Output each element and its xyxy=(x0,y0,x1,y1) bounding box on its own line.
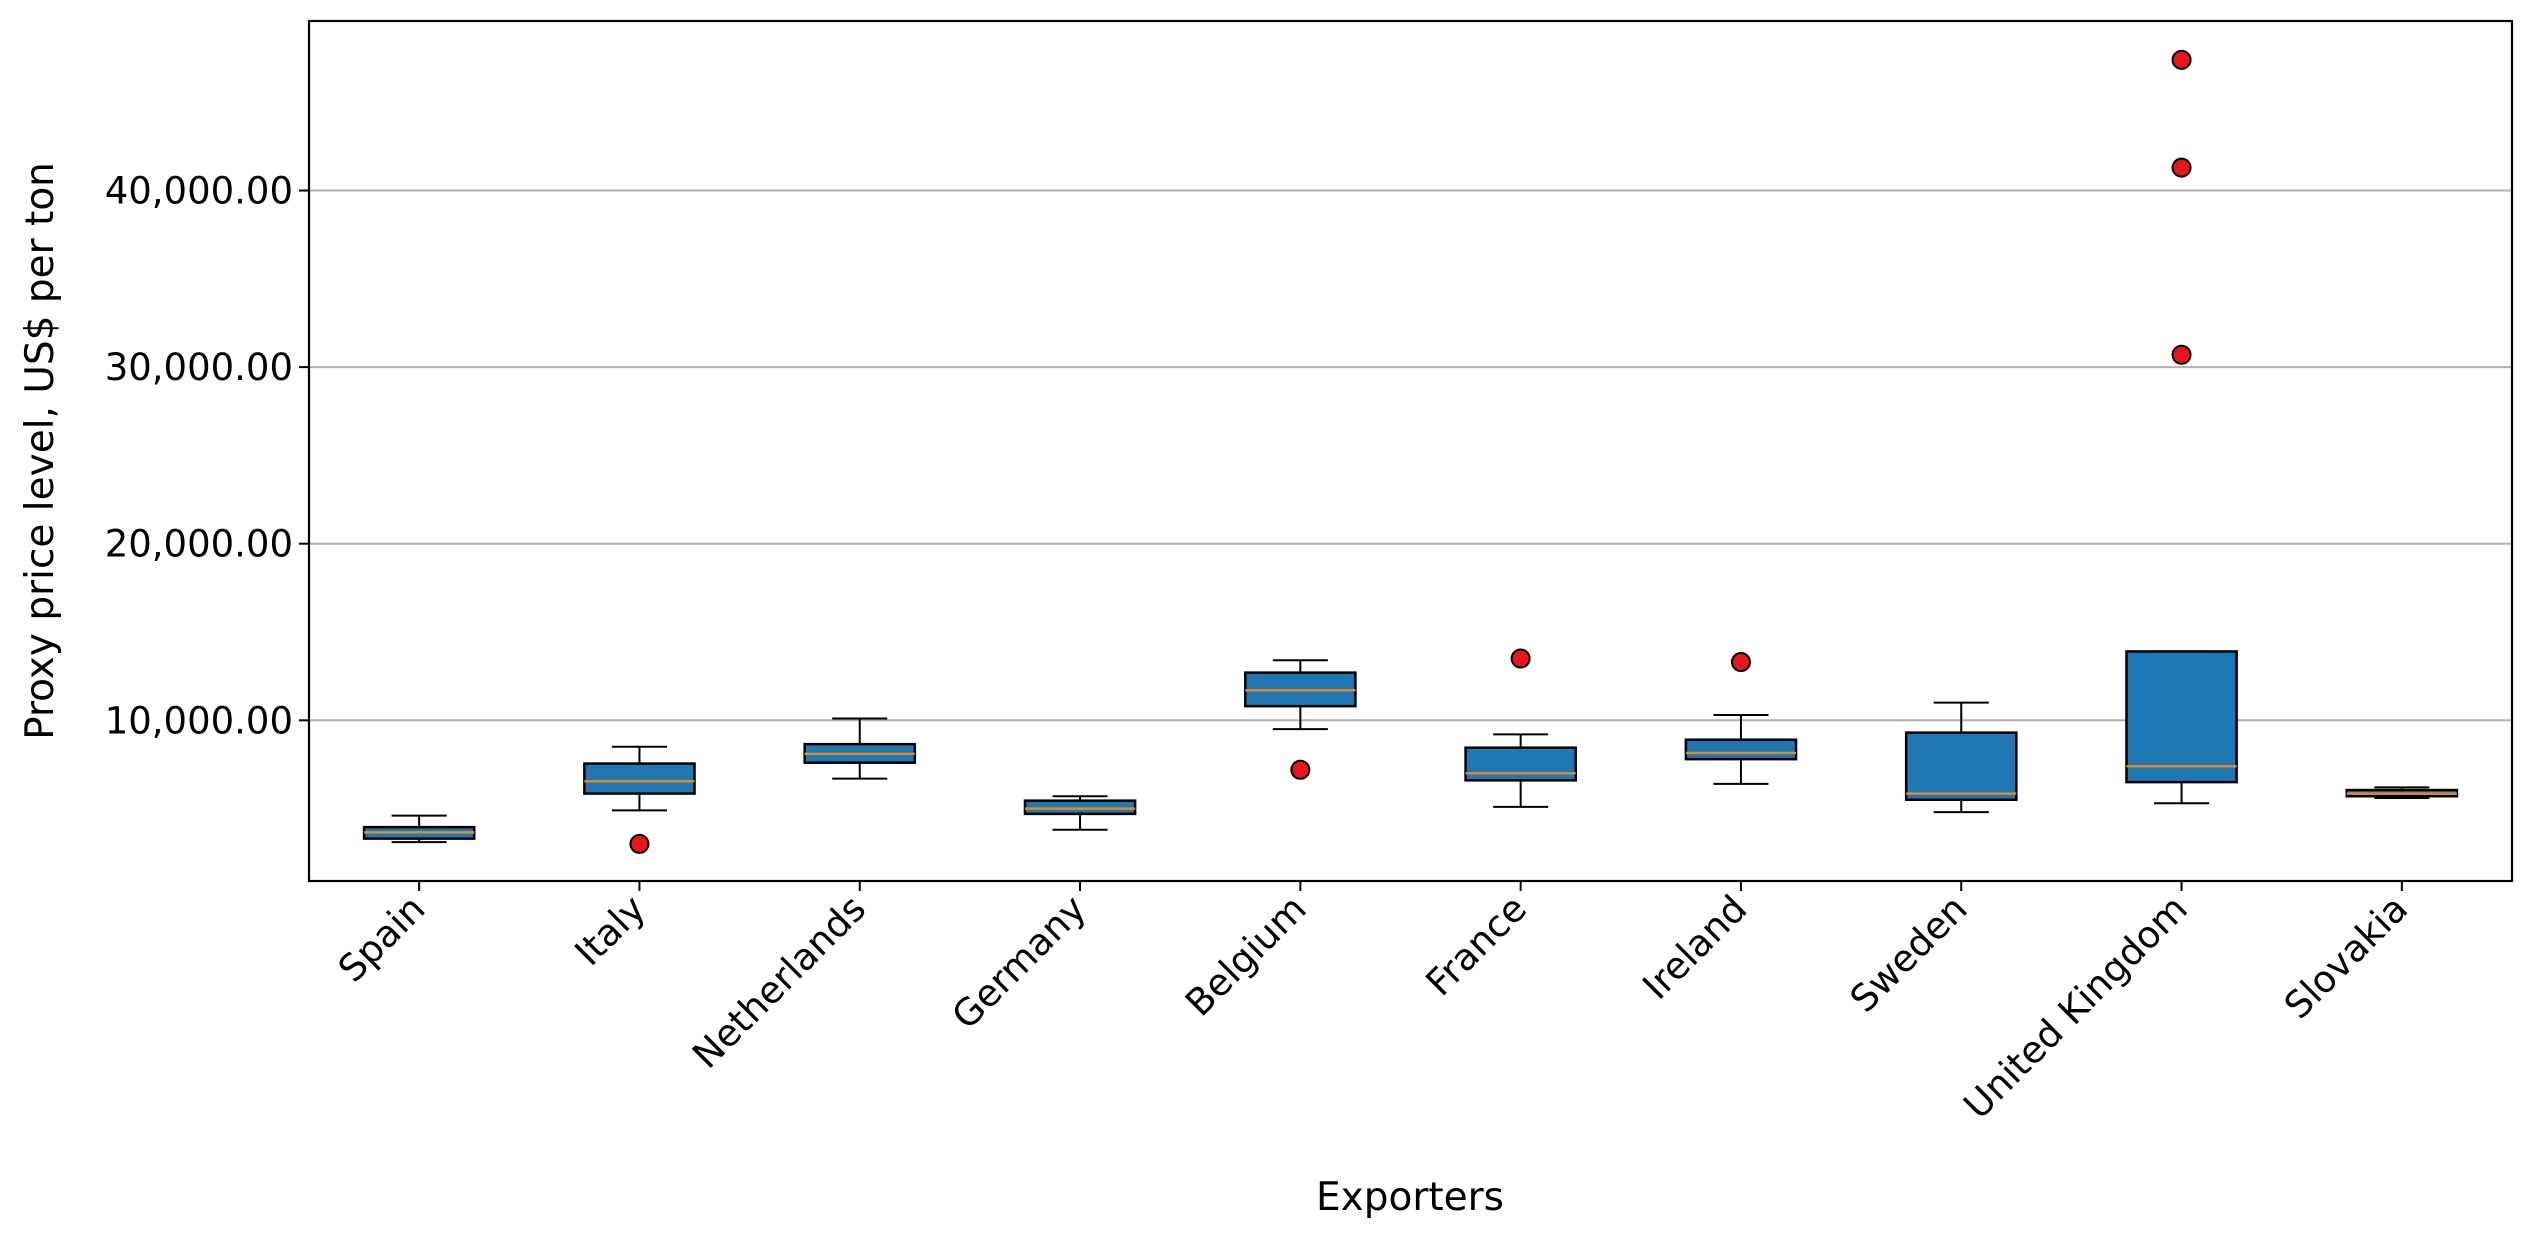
box-layer xyxy=(362,49,2459,854)
iqr-box xyxy=(1464,746,1577,782)
outlier-point xyxy=(1730,652,1751,673)
box-group-netherlands xyxy=(803,717,917,780)
x-tick-label: Italy xyxy=(567,887,654,974)
box-group-germany xyxy=(1023,795,1137,831)
grid-layer xyxy=(309,189,2512,722)
outlier-point xyxy=(2171,157,2192,178)
y-tick-label: 10,000.00 xyxy=(105,699,293,742)
box-group-italy xyxy=(583,745,696,854)
plot-frame xyxy=(307,19,2514,883)
box-group-sweden xyxy=(1904,701,2018,814)
iqr-box xyxy=(2125,650,2238,784)
box-group-ireland xyxy=(1684,652,1798,785)
x-axis-title: Exporters xyxy=(1316,1175,1504,1220)
box-group-belgium xyxy=(1244,659,1357,780)
y-tick-label: 40,000.00 xyxy=(105,170,293,213)
box-group-united-kingdom xyxy=(2125,49,2238,805)
outlier-point xyxy=(2171,49,2192,70)
axis-layer: 10,000.00 20,000.00 30,000.00 40,000.00 Spai… xyxy=(105,170,2417,1128)
outlier-point xyxy=(629,833,650,854)
y-tick-label: 20,000.00 xyxy=(105,523,293,566)
iqr-box xyxy=(1904,731,2018,802)
x-tick-label: Belgium xyxy=(1177,887,1315,1025)
x-tick-label: United Kingdom xyxy=(1956,887,2196,1127)
box-group-france xyxy=(1464,648,1577,808)
iqr-box xyxy=(583,762,696,795)
x-tick-label: Spain xyxy=(330,887,434,991)
x-tick-label: Netherlands xyxy=(684,887,874,1077)
outlier-point xyxy=(1510,648,1531,669)
x-tick-label: Slovakia xyxy=(2276,887,2416,1027)
box-group-spain xyxy=(362,814,476,844)
outlier-point xyxy=(1290,759,1311,780)
x-tick-label: Germany xyxy=(944,887,1095,1038)
box-group-slovakia xyxy=(2345,786,2459,800)
x-tick-label: France xyxy=(1418,887,1535,1004)
y-axis-title: Proxy price level, US$ per ton xyxy=(18,162,63,740)
x-tick-label: Ireland xyxy=(1634,887,1755,1008)
iqr-box xyxy=(1023,799,1137,816)
outlier-point xyxy=(2171,344,2192,365)
x-tick-label: Sweden xyxy=(1842,887,1976,1021)
y-tick-label: 30,000.00 xyxy=(105,346,293,389)
iqr-box xyxy=(1684,738,1798,761)
